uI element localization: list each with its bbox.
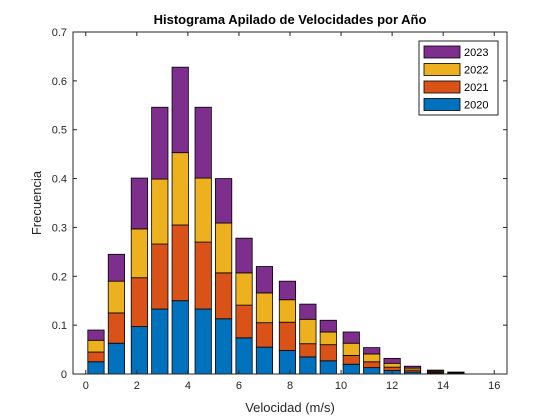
bar-2023-1	[107, 253, 125, 282]
legend: 2023 2022 2021 2020	[418, 40, 499, 116]
bar-2023-14	[383, 357, 401, 364]
bar-2020-11	[319, 360, 337, 375]
bar-2021-10	[299, 343, 317, 358]
bar-2023-3	[151, 106, 169, 180]
legend-swatch-2020	[423, 98, 461, 111]
y-tick-label: 0.4	[52, 174, 67, 186]
x-tick-label: 12	[386, 380, 398, 392]
bar-2023-5	[194, 106, 212, 179]
legend-label-2023: 2023	[464, 47, 488, 59]
bar-2023-2	[130, 177, 148, 230]
bar-2023-0	[87, 329, 105, 341]
bar-2020-9	[278, 350, 297, 375]
legend-swatch-2022	[423, 63, 461, 76]
legend-label-2020: 2020	[464, 100, 488, 112]
bar-2022-8	[255, 292, 274, 324]
bar-2022-13	[363, 353, 381, 363]
bar-2022-4	[171, 152, 189, 226]
bar-2023-16	[426, 369, 445, 372]
bar-2020-2	[130, 326, 148, 375]
x-tick-label: 10	[335, 380, 347, 392]
bar-2021-2	[130, 277, 148, 328]
bar-2023-13	[363, 347, 381, 355]
bar-2023-9	[278, 280, 297, 301]
legend-swatch-2021	[423, 80, 461, 94]
bar-2021-12	[342, 355, 360, 365]
bar-group	[87, 66, 465, 375]
bar-2020-13	[363, 367, 381, 375]
bar-2021-5	[194, 241, 212, 310]
x-tick-label: 4	[185, 380, 191, 392]
bar-2022-2	[130, 228, 148, 279]
bar-2021-13	[363, 361, 381, 369]
bar-2020-6	[215, 318, 233, 375]
y-axis-ticks: 0 0.1 0.2 0.3 0.4 0.5 0.6 0.7	[52, 27, 507, 381]
bar-2022-0	[87, 339, 105, 353]
y-tick-label: 0.5	[52, 125, 67, 137]
chart-title: Histograma Apilado de Velocidades por Añ…	[154, 12, 427, 27]
legend-swatch-2023	[423, 45, 461, 59]
legend-label-2021: 2021	[464, 82, 488, 94]
bar-2021-3	[151, 243, 169, 310]
x-tick-label: 2	[134, 380, 140, 392]
x-tick-label: 0	[83, 380, 89, 392]
bar-2020-1	[107, 342, 125, 375]
bar-2021-4	[171, 224, 189, 302]
bar-2022-1	[107, 280, 125, 314]
bar-2020-5	[194, 308, 212, 375]
bar-2023-4	[171, 66, 189, 154]
bar-2020-12	[342, 363, 360, 375]
bar-2020-10	[299, 356, 317, 375]
bar-2023-11	[319, 319, 337, 333]
bar-2023-7	[235, 237, 253, 274]
x-axis-ticks: 0 2 4 6 8 10 12 14 16	[83, 32, 500, 392]
bar-2022-14	[383, 362, 401, 368]
y-tick-label: 0.1	[52, 320, 67, 332]
bar-2022-7	[235, 272, 253, 306]
bar-2021-0	[87, 351, 105, 363]
y-tick-label: 0.3	[52, 222, 67, 234]
y-tick-label: 0	[61, 369, 67, 381]
legend-label-2022: 2022	[464, 65, 488, 77]
bar-2022-5	[194, 177, 212, 243]
x-axis-label: Velocidad (m/s)	[245, 400, 335, 415]
x-tick-label: 14	[437, 380, 449, 392]
bar-2020-8	[255, 346, 274, 375]
bar-2020-3	[151, 308, 169, 375]
bar-2020-4	[171, 300, 189, 375]
x-tick-label: 8	[287, 380, 293, 392]
y-axis-label: Frecuencia	[29, 170, 44, 235]
bar-2022-12	[342, 342, 360, 356]
bar-2023-10	[299, 303, 317, 320]
bar-2022-3	[151, 178, 169, 245]
bar-2021-7	[235, 304, 253, 339]
y-tick-label: 0.7	[52, 27, 67, 39]
x-tick-label: 6	[236, 380, 242, 392]
bar-2022-10	[299, 318, 317, 345]
bar-2021-6	[215, 272, 233, 320]
y-tick-label: 0.2	[52, 271, 67, 283]
bar-2020-7	[235, 337, 253, 375]
bar-2022-6	[215, 222, 233, 274]
x-tick-label: 16	[488, 380, 500, 392]
bar-2023-12	[342, 331, 360, 344]
bar-2021-8	[255, 322, 274, 348]
bar-2023-8	[255, 266, 274, 294]
bar-2021-11	[319, 344, 337, 362]
bar-2021-9	[278, 321, 297, 351]
bar-2022-11	[319, 331, 337, 346]
bar-2021-1	[107, 312, 125, 344]
bar-2023-15	[403, 365, 422, 369]
bar-2020-0	[87, 361, 105, 375]
bar-2023-6	[215, 178, 233, 224]
bar-2022-9	[278, 299, 297, 323]
y-tick-label: 0.6	[52, 76, 67, 88]
